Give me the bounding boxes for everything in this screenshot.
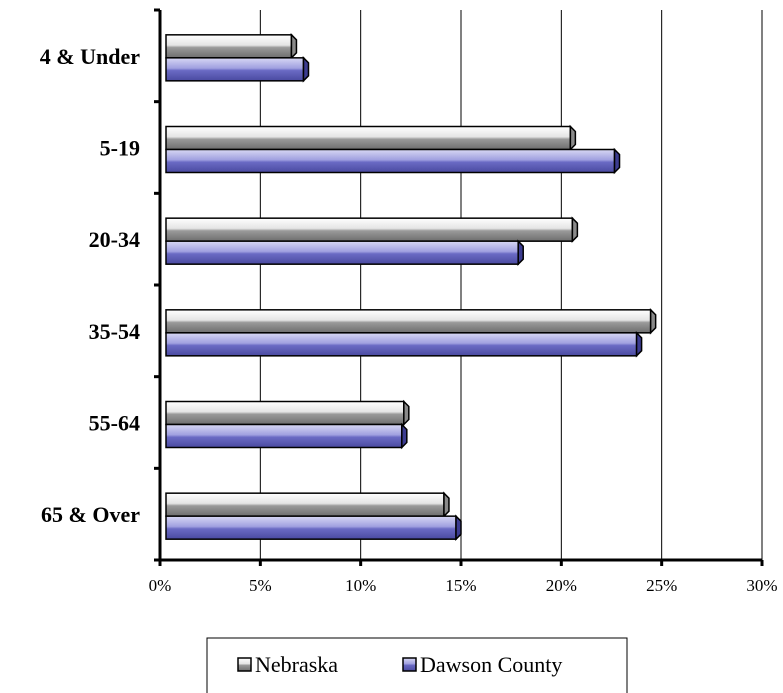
bar-dawson-county — [165, 514, 462, 541]
legend-label-dawson-county: Dawson County — [420, 652, 562, 677]
x-tick-label: 25% — [646, 576, 677, 595]
category-label: 4 & Under — [40, 44, 140, 69]
x-tick-label: 20% — [546, 576, 577, 595]
bar-nebraska — [165, 399, 410, 427]
bar-nebraska — [165, 491, 450, 518]
legend-box — [206, 637, 628, 693]
axes — [154, 8, 764, 566]
x-tick-label: 30% — [746, 576, 777, 595]
legend-swatch-dawson-county — [402, 657, 417, 672]
bar-nebraska — [165, 216, 579, 243]
x-tick-label: 15% — [445, 576, 476, 595]
bar-dawson-county — [165, 147, 621, 175]
bar-nebraska — [165, 33, 298, 60]
category-label: 55-64 — [89, 411, 140, 436]
legend: Nebraska Dawson County — [206, 637, 628, 693]
category-label: 35-54 — [89, 319, 140, 344]
gridlines — [259, 10, 763, 560]
bar-dawson-county — [165, 331, 643, 358]
x-tick-label: 5% — [249, 576, 272, 595]
bar-nebraska — [165, 124, 577, 152]
x-tick-label: 0% — [149, 576, 172, 595]
bar-dawson-county — [165, 56, 310, 83]
category-label: 5-19 — [100, 136, 140, 161]
bar-dawson-county — [165, 422, 408, 450]
x-tick-label: 10% — [345, 576, 376, 595]
category-labels: 4 & Under 5-19 20-34 35-54 55-64 65 & Over — [40, 44, 140, 527]
bar-nebraska — [165, 308, 657, 335]
x-tick-labels: 0% 5% 10% 15% 20% 25% 30% — [149, 576, 778, 595]
legend-swatch-nebraska — [237, 657, 252, 672]
bars — [165, 33, 657, 541]
bar-dawson-county — [165, 239, 524, 266]
category-label: 20-34 — [89, 227, 140, 252]
legend-label-nebraska: Nebraska — [255, 652, 338, 677]
category-label: 65 & Over — [41, 502, 140, 527]
